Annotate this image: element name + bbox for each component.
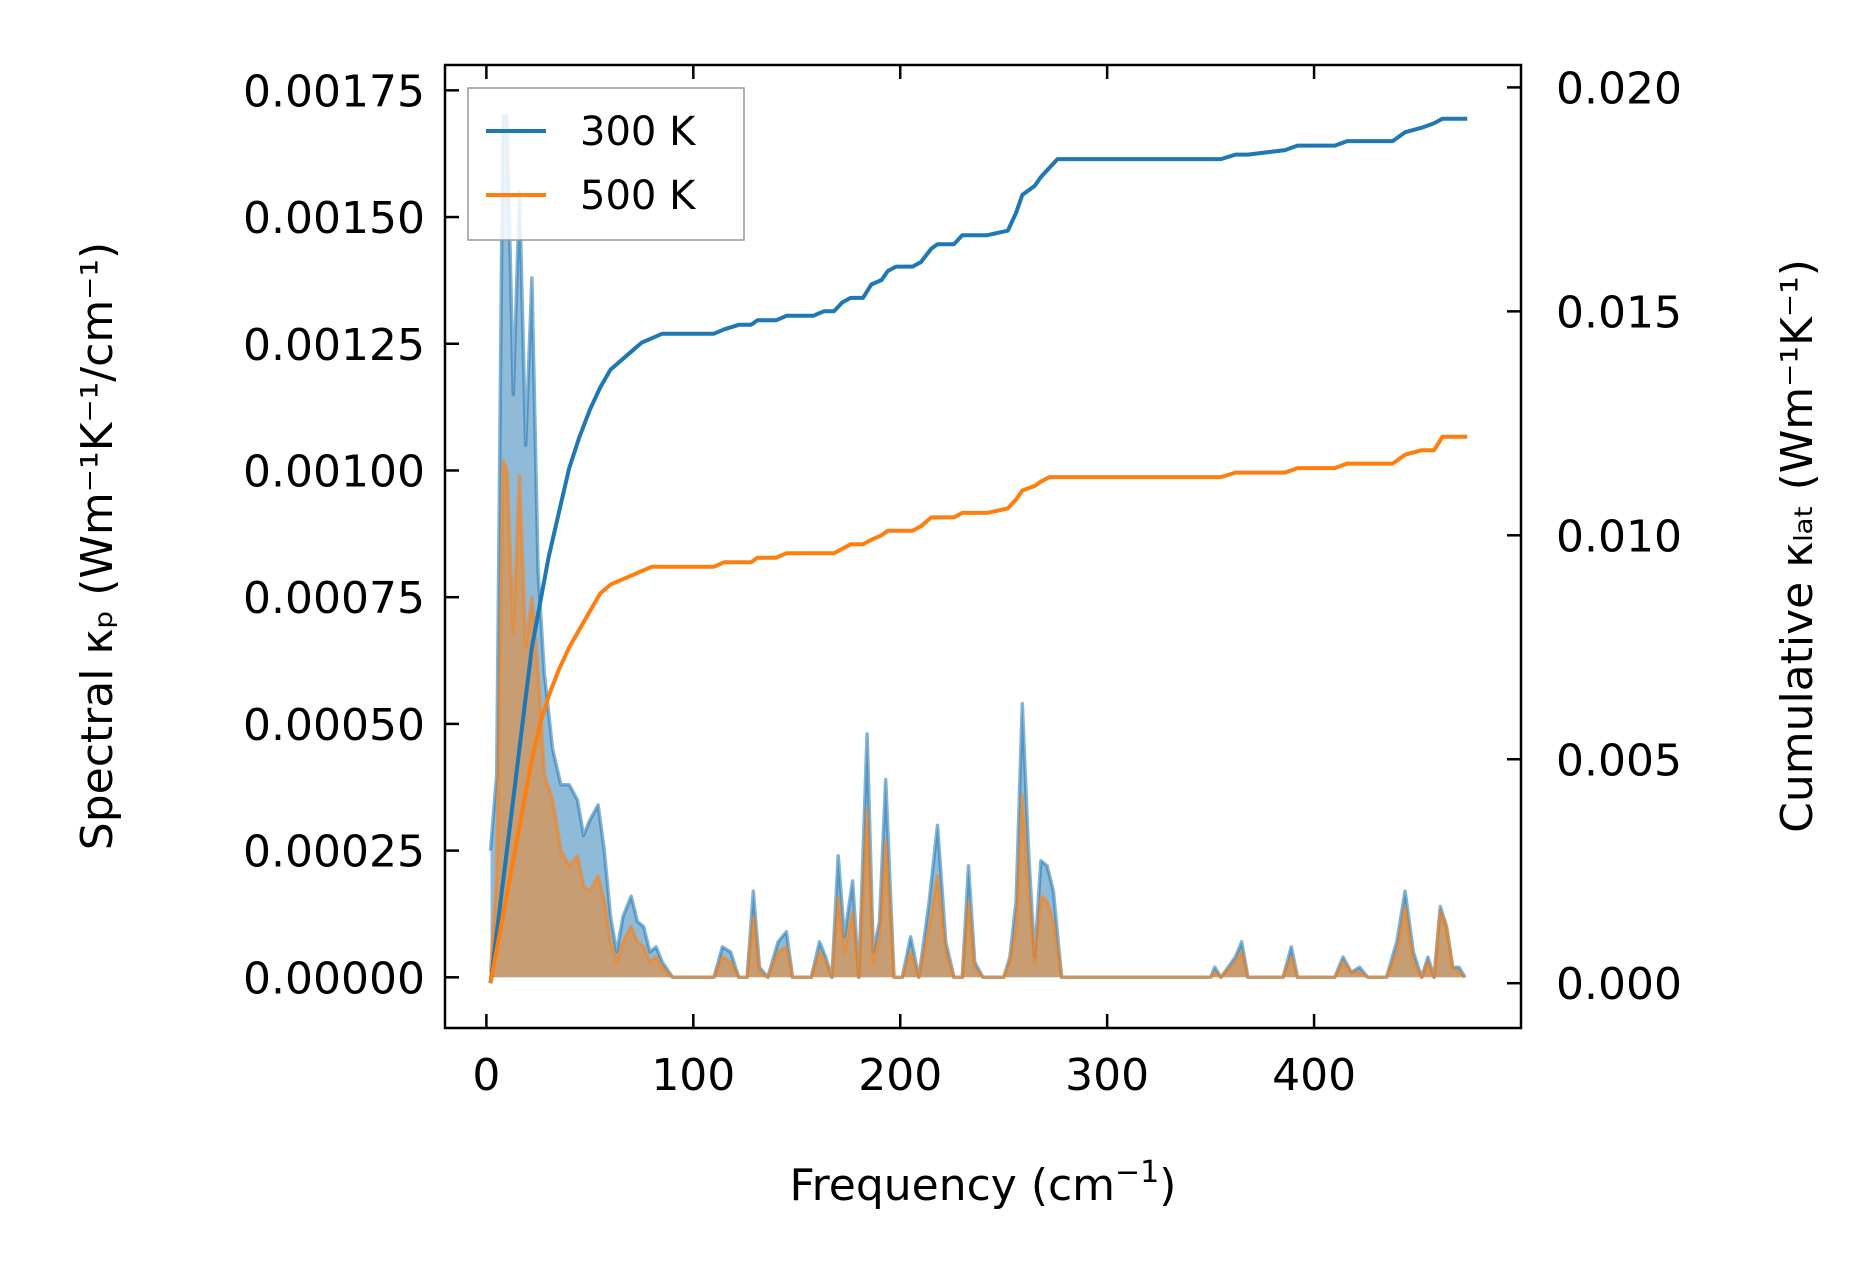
x-tick-label: 0: [472, 1050, 500, 1101]
y-left-tick-label: 0.00150: [243, 193, 425, 244]
cumulative-line-500k: [488, 434, 1468, 984]
y-right-tick-label: 0.005: [1556, 735, 1682, 786]
x-axis-label-sup: −1: [1115, 1155, 1159, 1190]
y-left-axis-label: Spectral κₚ (Wm⁻¹K⁻¹/cm⁻¹): [72, 242, 123, 850]
y-right-tick-label: 0.000: [1556, 959, 1682, 1010]
x-tick-label: 200: [858, 1050, 942, 1101]
y-left-tick-label: 0.00125: [243, 320, 425, 371]
x-tick-label: 300: [1065, 1050, 1149, 1101]
x-tick-label: 400: [1272, 1050, 1356, 1101]
legend: 300 K 500 K: [467, 87, 745, 241]
legend-label-500k: 500 K: [580, 173, 697, 219]
y-right-tick-label: 0.010: [1556, 511, 1682, 562]
ticks-layer: 0 100 200 300 400 0.00000 0.00025 0.00050 0.0007…: [243, 63, 1682, 1101]
spectral-area-500k: [490, 460, 1466, 978]
x-axis-label-main: Frequency (cm: [790, 1160, 1116, 1211]
y-left-tick-label: 0.00000: [243, 953, 425, 1004]
cumulative-line-300k: [488, 116, 1468, 984]
y-right-axis-label: Cumulative κₗₐₜ (Wm⁻¹K⁻¹): [1772, 259, 1823, 833]
plot-frame: [443, 63, 1523, 1030]
series-layer: [488, 113, 1468, 984]
x-axis-label: Frequency (cm−1): [790, 1155, 1177, 1211]
legend-box: [467, 87, 745, 241]
y-left-tick-label: 0.00025: [243, 827, 425, 878]
y-left-tick-label: 0.00175: [243, 66, 425, 117]
legend-label-300k: 300 K: [580, 109, 697, 155]
spectral-line-500k: [488, 458, 1467, 980]
y-left-tick-label: 0.00075: [243, 573, 425, 624]
y-left-tick-label: 0.00100: [243, 446, 425, 497]
x-axis-label-end: ): [1159, 1160, 1176, 1211]
y-left-tick-label: 0.00050: [243, 700, 425, 751]
y-right-tick-label: 0.015: [1556, 287, 1682, 338]
x-tick-label: 100: [651, 1050, 735, 1101]
y-right-tick-label: 0.020: [1556, 63, 1682, 114]
